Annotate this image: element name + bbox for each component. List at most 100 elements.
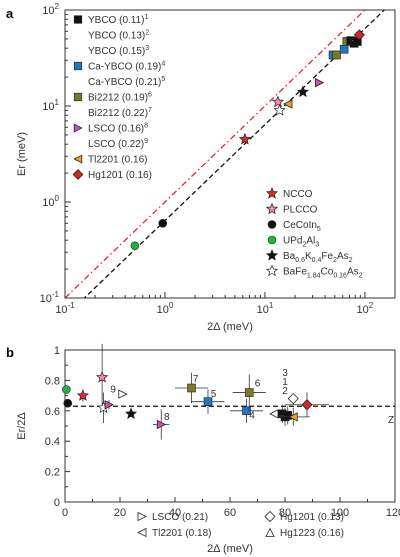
legend-entry: NCCO — [283, 189, 313, 200]
data-point — [271, 95, 285, 108]
legend-marker — [72, 169, 84, 180]
legend-entry: Tl2201 (0.18) — [152, 528, 211, 539]
data-point — [283, 99, 293, 109]
data-point — [273, 103, 286, 116]
legend-entry: LSCO (0.21) — [152, 512, 208, 523]
legend-marker — [265, 249, 279, 261]
legend-marker — [267, 235, 277, 245]
panel-b-ylabel: Er/2Δ — [16, 412, 28, 440]
ref-number-label: 1 — [282, 377, 288, 388]
x-tick-label: 0 — [62, 507, 68, 519]
legend-entry: Bi2212 (0.19)6 — [88, 92, 152, 104]
x-tick-label: 101 — [257, 301, 274, 316]
y-tick-label: 0.6 — [45, 406, 60, 418]
data-point — [301, 399, 313, 411]
legend-entry: YBCO (0.11)1 — [88, 14, 149, 26]
x-tick-label: 120 — [386, 507, 400, 519]
legend-entry: Bi2212 (0.22)7 — [88, 107, 152, 119]
legend-entry: LSCO (0.16)8 — [88, 123, 148, 135]
legend-entry: Ca-YBCO (0.19)4 — [88, 61, 165, 73]
y-tick-label: 100 — [42, 194, 59, 209]
legend-marker — [265, 202, 279, 215]
x-tick-label: 40 — [169, 507, 181, 519]
data-point — [269, 409, 279, 419]
data-point — [104, 400, 114, 410]
data-point — [244, 388, 254, 397]
data-point — [287, 393, 299, 405]
legend-marker — [265, 187, 279, 199]
data-point — [353, 29, 365, 41]
x-tick-label: 100 — [331, 507, 349, 519]
legend-entry: Hg1223 (0.16) — [280, 528, 344, 539]
data-point — [314, 78, 325, 88]
y-tick-label: 102 — [42, 2, 59, 17]
panel-a-label: a — [6, 6, 14, 21]
legend-marker — [264, 510, 276, 523]
ref-number-label: 7 — [193, 374, 199, 385]
data-point — [283, 411, 293, 420]
y-tick-label: 0.8 — [45, 375, 60, 387]
x-tick-label: 10-1 — [55, 301, 75, 316]
ref-number-label: 8 — [164, 412, 170, 423]
legend-entry: Hg1201 (0.16) — [88, 170, 152, 181]
legend-entry: BaFe1.84Co0.16As2 — [283, 267, 363, 280]
data-point — [296, 85, 310, 98]
legend-entry: Ca-YBCO (0.21)5 — [88, 76, 165, 88]
x-tick-label: 102 — [357, 301, 374, 316]
ref-number-label: 9 — [110, 385, 116, 396]
panel-b-label: b — [6, 345, 14, 360]
legend-entry: LSCO (0.22)9 — [88, 138, 148, 150]
data-point — [332, 50, 341, 60]
panel-b-edge-label: Z — [388, 415, 394, 426]
legend-marker — [73, 123, 83, 133]
legend-entry: UPd2Al3 — [283, 236, 319, 249]
panel-a-ylabel: Er (meV) — [16, 132, 28, 176]
panel-a-frame — [64, 9, 396, 299]
data-point — [124, 407, 138, 420]
y-tick-label: 101 — [42, 98, 59, 113]
ref-number-label: 5 — [211, 389, 217, 400]
legend-marker — [137, 511, 147, 522]
y-tick-label: 0 — [54, 497, 60, 509]
y-tick-label: 0.2 — [45, 467, 60, 479]
legend-marker — [73, 92, 83, 102]
panel-a-xlabel: 2Δ (meV) — [207, 321, 253, 333]
panel-b-xlabel: 2Δ (meV) — [207, 543, 253, 555]
data-point — [62, 385, 71, 394]
y-tick-label: 0.4 — [45, 436, 60, 448]
legend-marker — [265, 264, 279, 277]
data-point — [158, 218, 168, 228]
panel-b-frame — [64, 349, 396, 503]
data-point — [76, 389, 89, 401]
x-tick-label: 60 — [224, 507, 236, 519]
data-point — [118, 389, 128, 399]
data-point — [130, 241, 140, 251]
legend-entry: CeCoIn5 — [283, 220, 321, 233]
legend-entry: Hg1201 (0.13) — [280, 512, 344, 523]
ref-number-label: 3 — [282, 368, 288, 379]
y-tick-label: 10-1 — [40, 290, 60, 305]
data-point — [242, 406, 251, 416]
data-point — [63, 398, 73, 408]
data-point — [288, 412, 298, 422]
legend-entry: Ba0.6K0.4Fe2As2 — [283, 251, 353, 264]
ref-number-label: 6 — [255, 378, 261, 389]
panel-a-plot: 10-110-1 100 100 101 101 102 102 YBCO (0.11)1 Y… — [16, 2, 396, 333]
legend-entry: YBCO (0.13)2 — [88, 30, 149, 42]
x-tick-label: 80 — [279, 507, 291, 519]
x-tick-label: 20 — [114, 507, 126, 519]
data-point — [203, 397, 213, 406]
panel-b-plot: 02040608010012000.20.40.60.81 987564312 … — [16, 343, 400, 555]
ref-number-label: 4 — [249, 410, 255, 421]
x-tick-label: 100 — [157, 301, 174, 316]
upper-bound-line — [65, 10, 366, 298]
legend-entry: PLCCO — [283, 205, 318, 216]
fit-line — [83, 10, 386, 298]
data-point — [339, 44, 349, 54]
ref-number-label: 2 — [282, 386, 288, 397]
y-tick-label: 1 — [54, 345, 60, 357]
legend-entry: YBCO (0.15)3 — [88, 45, 149, 57]
data-point — [156, 419, 167, 430]
legend-marker — [267, 220, 277, 229]
